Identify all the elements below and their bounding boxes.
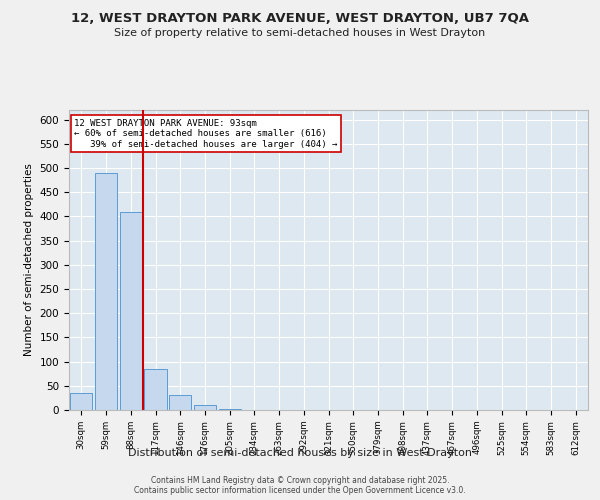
Y-axis label: Number of semi-detached properties: Number of semi-detached properties <box>24 164 34 356</box>
Bar <box>218 408 241 410</box>
Bar <box>119 212 142 410</box>
Bar <box>194 405 216 410</box>
Bar <box>169 396 191 410</box>
Text: Size of property relative to semi-detached houses in West Drayton: Size of property relative to semi-detach… <box>115 28 485 38</box>
Text: Distribution of semi-detached houses by size in West Drayton: Distribution of semi-detached houses by … <box>128 448 472 458</box>
Bar <box>70 393 92 410</box>
Bar <box>95 173 117 410</box>
Text: Contains HM Land Registry data © Crown copyright and database right 2025.
Contai: Contains HM Land Registry data © Crown c… <box>134 476 466 495</box>
Text: 12, WEST DRAYTON PARK AVENUE, WEST DRAYTON, UB7 7QA: 12, WEST DRAYTON PARK AVENUE, WEST DRAYT… <box>71 12 529 26</box>
Bar <box>145 369 167 410</box>
Text: 12 WEST DRAYTON PARK AVENUE: 93sqm
← 60% of semi-detached houses are smaller (61: 12 WEST DRAYTON PARK AVENUE: 93sqm ← 60%… <box>74 119 338 149</box>
